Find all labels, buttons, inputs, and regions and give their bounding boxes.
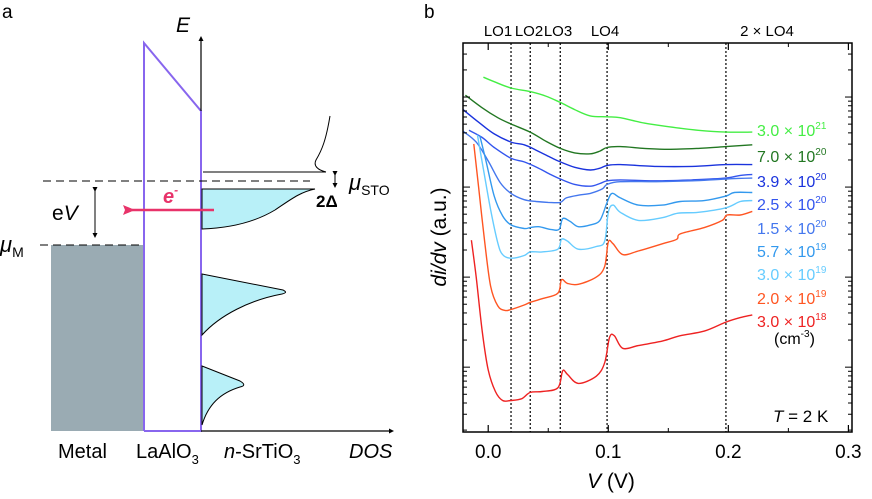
curve-series-1	[483, 76, 753, 133]
mu-m-symbol: μ	[0, 232, 12, 257]
panel-a-label: a	[2, 2, 13, 23]
legend-mantissa: 2.5 × 10	[757, 197, 815, 214]
legend-entry-6: 5.7 × 1019	[757, 242, 827, 261]
energy-axis-label: E	[176, 14, 191, 37]
plot-frame	[462, 42, 853, 433]
panel-a-band-diagram: a E eV 2Δ μSTO μM	[0, 2, 394, 467]
dos-lobe-upper	[201, 188, 316, 230]
sto-dos-tail	[314, 115, 331, 173]
legend-mantissa: 3.9 × 10	[757, 174, 815, 191]
mode-label-1: LO1	[484, 23, 512, 40]
ev-label-e: e	[52, 202, 64, 225]
metal-region	[51, 245, 144, 431]
curve-series-8	[473, 143, 753, 312]
legend-mantissa: 3.0 × 10	[757, 123, 815, 140]
barrier-outline	[143, 40, 202, 432]
dos-lobe-middle	[201, 273, 286, 337]
legend-entry-4: 2.5 × 1020	[757, 195, 827, 214]
unit-label-sup: -3	[801, 329, 810, 340]
metal-label: Metal	[58, 441, 107, 463]
legend-mantissa: 7.0 × 10	[757, 149, 815, 166]
unit-label: (cm-3)	[774, 329, 815, 348]
x-tick-label: 0.1	[595, 442, 621, 463]
curve-series-5	[462, 130, 753, 204]
mode-label-4: LO4	[591, 23, 619, 40]
legend-exponent: 18	[815, 312, 827, 323]
curve-series-2	[464, 94, 753, 155]
legend-exponent: 20	[815, 195, 827, 206]
x-axis-label-var: V	[587, 470, 603, 493]
legend-mantissa: 5.7 × 10	[757, 244, 815, 261]
ev-label-v: V	[64, 202, 80, 225]
unit-label-close: )	[810, 331, 815, 348]
curve-series-6	[479, 135, 753, 231]
y-axis-label: di/dv (a.u.)	[428, 187, 451, 286]
sto-label-main: -SrTiO	[235, 441, 293, 463]
sto-label-sub: 3	[293, 452, 300, 467]
mode-lines	[510, 43, 727, 432]
x-axis-label-unit: (V)	[601, 470, 635, 493]
mode-label-5: 2 × LO4	[740, 23, 794, 40]
legend-exponent: 19	[815, 289, 827, 300]
legend-exponent: 20	[815, 219, 827, 230]
x-tick-label: 0.2	[715, 442, 741, 463]
curve-series-4	[468, 129, 753, 187]
curves	[462, 76, 753, 402]
y-ticks	[463, 53, 852, 431]
dos-lobe-lower	[201, 365, 245, 426]
ev-label: eV	[52, 202, 80, 225]
temperature-label: T = 2 K	[773, 407, 829, 426]
mode-labels: LO1 LO2 LO3 LO4 2 × LO4	[484, 23, 794, 40]
temperature-symbol: T	[773, 407, 785, 426]
panel-b-chart: b LO1 LO2 LO3 LO4 2 × LO4 0.0 0.1 0.2 0.3 3.0 ×…	[424, 2, 862, 493]
temperature-value: = 2 K	[783, 407, 829, 426]
gap-label: 2Δ	[316, 192, 338, 211]
legend-entry-8: 2.0 × 1019	[757, 289, 827, 308]
dos-axis-label: DOS	[349, 441, 393, 463]
legend-exponent: 21	[815, 121, 827, 132]
panel-b-label: b	[424, 2, 435, 23]
y-axis-label-var: di/dv	[428, 241, 451, 287]
legend-mantissa: 2.0 × 10	[757, 291, 815, 308]
mode-label-3: LO3	[544, 23, 572, 40]
legend-entry-1: 3.0 × 1021	[757, 121, 827, 140]
x-ticks: 0.0 0.1 0.2 0.3	[475, 43, 862, 463]
legend-exponent: 19	[815, 242, 827, 253]
x-tick-label: 0.3	[835, 442, 861, 463]
legend-entry-2: 7.0 × 1020	[757, 147, 827, 166]
barrier-label-main: LaAlO	[136, 441, 192, 463]
legend-entry-5: 1.5 × 1020	[757, 219, 827, 238]
legend-entry-7: 3.0 × 1019	[757, 265, 827, 284]
legend-mantissa: 3.0 × 10	[757, 267, 815, 284]
mu-sto-symbol: μ	[348, 170, 361, 195]
legend-mantissa: 1.5 × 10	[757, 221, 815, 238]
mu-m-label: μM	[0, 232, 24, 260]
sto-label: n-SrTiO3	[224, 441, 301, 467]
barrier-label-sub: 3	[192, 452, 199, 467]
legend-exponent: 20	[815, 147, 827, 158]
legend-entry-9: 3.0 × 1018	[757, 312, 827, 331]
curve-series-3	[462, 109, 753, 171]
curve-series-7	[476, 134, 753, 259]
electron-label: e-	[163, 183, 178, 208]
legend-exponent: 20	[815, 172, 827, 183]
legend-exponent: 19	[815, 265, 827, 276]
curve-series-9	[470, 240, 753, 402]
sto-label-prefix: n	[224, 441, 235, 463]
legend-entry-3: 3.9 × 1020	[757, 172, 827, 191]
electron-charge: -	[174, 183, 178, 197]
legend-mantissa: 3.0 × 10	[757, 314, 815, 331]
barrier-label: LaAlO3	[136, 441, 199, 467]
mu-sto-subscript: STO	[361, 182, 390, 198]
mu-sto-label: μSTO	[348, 170, 390, 198]
mu-m-subscript: M	[12, 244, 24, 260]
mode-label-2: LO2	[515, 23, 543, 40]
electron-symbol: e	[163, 186, 174, 208]
x-axis-label: V (V)	[587, 470, 635, 493]
y-axis-label-unit: (a.u.)	[428, 187, 451, 242]
x-tick-label: 0.0	[475, 442, 501, 463]
unit-label-main: (cm	[774, 331, 801, 348]
